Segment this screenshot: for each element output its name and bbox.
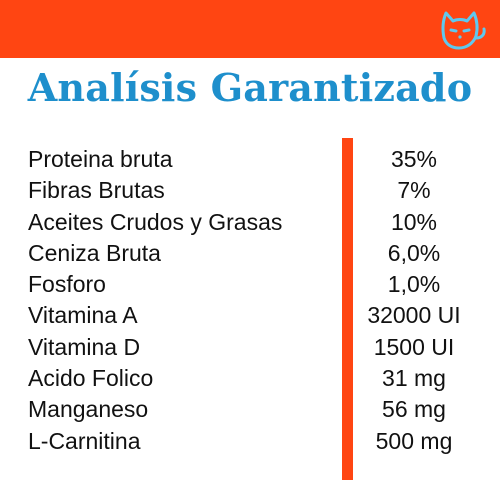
nutrient-value: 31 mg bbox=[382, 365, 446, 392]
nutrient-value: 35% bbox=[390, 146, 438, 172]
nutrient-value: 6,0% bbox=[387, 239, 441, 266]
nutrient-name: Fosforo bbox=[28, 271, 106, 298]
nutrient-name: Aceites Crudos y Grasas bbox=[28, 208, 283, 235]
nutrient-value: 10% bbox=[390, 208, 438, 235]
table-row: Fibras Brutas 7% bbox=[0, 175, 500, 206]
nutrient-name: Proteina bruta bbox=[28, 146, 173, 172]
nutrient-name: Vitamina D bbox=[28, 333, 141, 360]
page-title: Analísis Garantizado bbox=[27, 65, 473, 110]
nutrient-value: 1,0% bbox=[387, 271, 441, 298]
top-banner bbox=[0, 0, 500, 58]
nutrient-name: Manganeso bbox=[28, 396, 149, 423]
analysis-table: Proteina bruta 35% Fibras Brutas 7% Acei… bbox=[0, 144, 500, 457]
nutrient-name: Vitamina A bbox=[28, 302, 138, 329]
nutrient-value: 7% bbox=[397, 177, 431, 204]
nutrient-name: Acido Folico bbox=[28, 365, 154, 392]
cat-face-icon bbox=[441, 11, 486, 50]
nutrient-value: 500 mg bbox=[375, 427, 453, 454]
nutrient-name: L-Carnitina bbox=[28, 427, 141, 454]
column-divider bbox=[342, 138, 353, 480]
nutrient-name: Fibras Brutas bbox=[28, 177, 165, 204]
table-row: Fosforo 1,0% bbox=[0, 269, 500, 300]
table-row: Vitamina A 32000 UI bbox=[0, 300, 500, 331]
table-row: Proteina bruta 35% bbox=[0, 144, 500, 175]
table-row: Manganeso 56 mg bbox=[0, 394, 500, 425]
nutrient-value: 1500 UI bbox=[373, 333, 455, 360]
nutrient-value: 32000 UI bbox=[367, 302, 461, 329]
table-row: Ceniza Bruta 6,0% bbox=[0, 238, 500, 269]
table-row: Acido Folico 31 mg bbox=[0, 363, 500, 394]
table-row: Vitamina D 1500 UI bbox=[0, 332, 500, 363]
nutrient-value: 56 mg bbox=[382, 396, 446, 423]
table-row: L-Carnitina 500 mg bbox=[0, 426, 500, 457]
nutrient-name: Ceniza Bruta bbox=[28, 239, 161, 266]
table-row: Aceites Crudos y Grasas 10% bbox=[0, 207, 500, 238]
